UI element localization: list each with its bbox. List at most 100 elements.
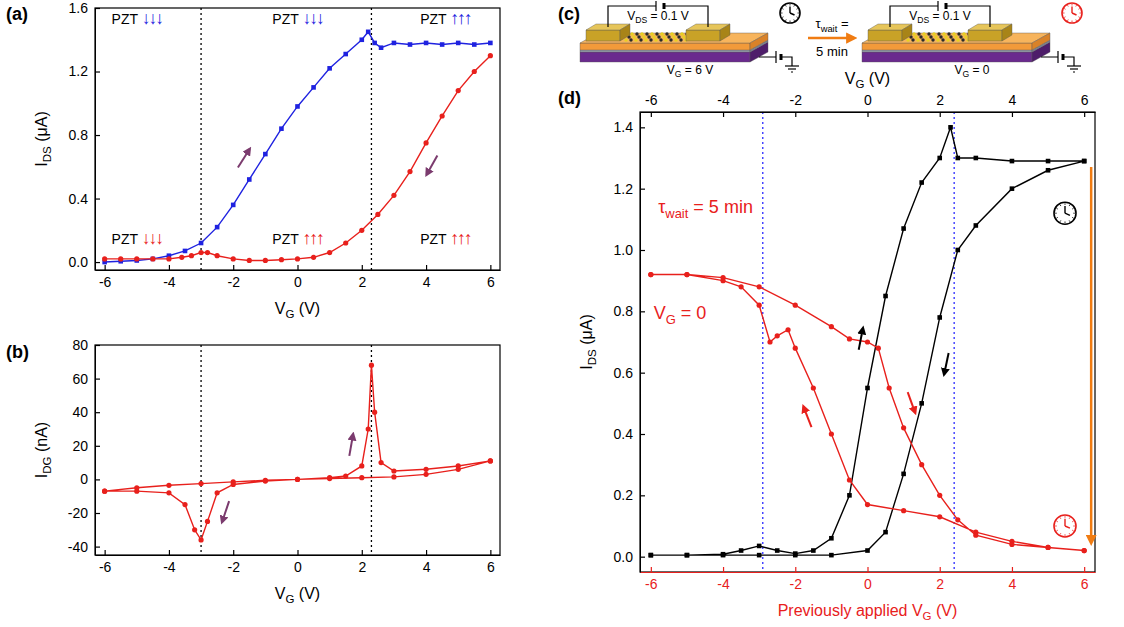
data-point bbox=[456, 88, 461, 93]
series-markers bbox=[102, 30, 492, 265]
data-point bbox=[1046, 168, 1051, 173]
data-point bbox=[775, 333, 780, 338]
data-point bbox=[379, 45, 384, 50]
clock-tick bbox=[1060, 205, 1062, 206]
text-part: (nA) bbox=[33, 422, 50, 457]
data-point bbox=[937, 514, 942, 519]
clock-tick bbox=[1063, 13, 1065, 14]
channel-atom bbox=[672, 35, 675, 38]
guide-line bbox=[371, 8, 372, 270]
channel-atom bbox=[954, 35, 957, 38]
tick-mark bbox=[105, 550, 106, 555]
tick-mark bbox=[426, 550, 427, 555]
channel-atom bbox=[639, 38, 642, 41]
channel-atom bbox=[959, 35, 962, 38]
tick-label: 4 bbox=[423, 274, 431, 290]
clock-tick bbox=[1060, 220, 1062, 221]
data-point bbox=[876, 346, 881, 351]
data-point bbox=[359, 228, 364, 233]
pzt-side bbox=[750, 33, 768, 50]
channel-atom bbox=[952, 32, 955, 35]
ground bbox=[1070, 68, 1078, 69]
tick-mark bbox=[95, 198, 100, 199]
text-part: = 0.1 V bbox=[929, 9, 971, 23]
data-point bbox=[391, 468, 396, 473]
data-point bbox=[937, 156, 942, 161]
data-point bbox=[811, 548, 816, 553]
tick: -4 bbox=[717, 567, 730, 592]
data-point bbox=[901, 508, 906, 513]
tick-label: 4 bbox=[1009, 576, 1017, 592]
ground bbox=[1073, 71, 1075, 72]
clock-tick bbox=[1064, 16, 1065, 18]
data-point bbox=[189, 253, 194, 258]
tick-mark bbox=[867, 567, 868, 572]
data-point bbox=[295, 477, 300, 482]
clock-tick bbox=[796, 16, 797, 18]
tick-mark bbox=[651, 567, 652, 572]
series-line bbox=[105, 365, 491, 540]
contact-side bbox=[620, 24, 630, 41]
series-line bbox=[105, 56, 491, 261]
data-point bbox=[311, 255, 316, 260]
wait-label: τwait = bbox=[816, 16, 849, 34]
ground bbox=[785, 65, 799, 66]
clock-tick bbox=[1073, 526, 1075, 527]
tick-label: 0.2 bbox=[614, 487, 634, 503]
data-point bbox=[901, 425, 906, 430]
clock-hand bbox=[1064, 206, 1065, 213]
axis-top: -6-4-20246 bbox=[641, 92, 1096, 117]
channel-atom bbox=[942, 32, 945, 35]
battery bbox=[775, 51, 776, 63]
tick-mark bbox=[169, 550, 170, 555]
tick-label: 0.4 bbox=[614, 426, 634, 442]
text-part: V bbox=[275, 300, 286, 317]
channel-atom bbox=[939, 35, 942, 38]
tick: 1.2 bbox=[614, 181, 645, 197]
channel-atom bbox=[664, 38, 667, 41]
clock-tick bbox=[1060, 517, 1062, 518]
data-point bbox=[739, 284, 744, 289]
annotation: PZT ↓↓↓ bbox=[112, 8, 163, 28]
subscript: DS bbox=[917, 15, 929, 25]
data-point bbox=[199, 241, 204, 246]
tick-mark bbox=[723, 567, 724, 572]
plot-frame bbox=[95, 345, 500, 555]
tick-label: -2 bbox=[790, 92, 803, 108]
battery bbox=[780, 54, 783, 60]
channel-atom bbox=[650, 32, 653, 35]
channel-atom bbox=[944, 35, 947, 38]
data-point bbox=[1045, 545, 1050, 550]
tick: 0 bbox=[294, 550, 302, 575]
clock-face bbox=[1054, 202, 1076, 224]
panel-label: (b) bbox=[6, 342, 29, 362]
clock-icon bbox=[1054, 202, 1076, 224]
clock-tick bbox=[798, 13, 800, 14]
data-point bbox=[311, 85, 316, 90]
data-point bbox=[166, 256, 171, 261]
tick-label: 1.0 bbox=[614, 242, 634, 258]
clock-tick bbox=[1056, 217, 1057, 219]
data-point bbox=[1046, 159, 1051, 164]
tick-mark bbox=[95, 71, 100, 72]
clock-tick bbox=[782, 16, 783, 18]
channel-atom bbox=[647, 35, 650, 38]
figure-root: -6-4-202460.00.40.81.21.6VG (V)IDS (μA)(… bbox=[0, 0, 1124, 627]
channel-atom bbox=[649, 38, 652, 41]
contact bbox=[686, 30, 720, 41]
tick-label: 2 bbox=[358, 559, 366, 575]
bottom-electrode bbox=[580, 50, 750, 52]
data-point bbox=[488, 458, 493, 463]
data-point bbox=[937, 315, 942, 320]
subscript: DG bbox=[41, 456, 53, 473]
clock-hand bbox=[790, 13, 795, 15]
data-point bbox=[372, 410, 377, 415]
contact bbox=[968, 30, 1002, 41]
tick-mark bbox=[95, 135, 100, 136]
tick-label: 80 bbox=[72, 337, 88, 353]
text-part: V bbox=[845, 70, 856, 87]
channel-atom bbox=[654, 38, 657, 41]
subscript: DS bbox=[586, 349, 598, 365]
tick: -4 bbox=[163, 265, 176, 290]
channel-atom bbox=[655, 32, 658, 35]
